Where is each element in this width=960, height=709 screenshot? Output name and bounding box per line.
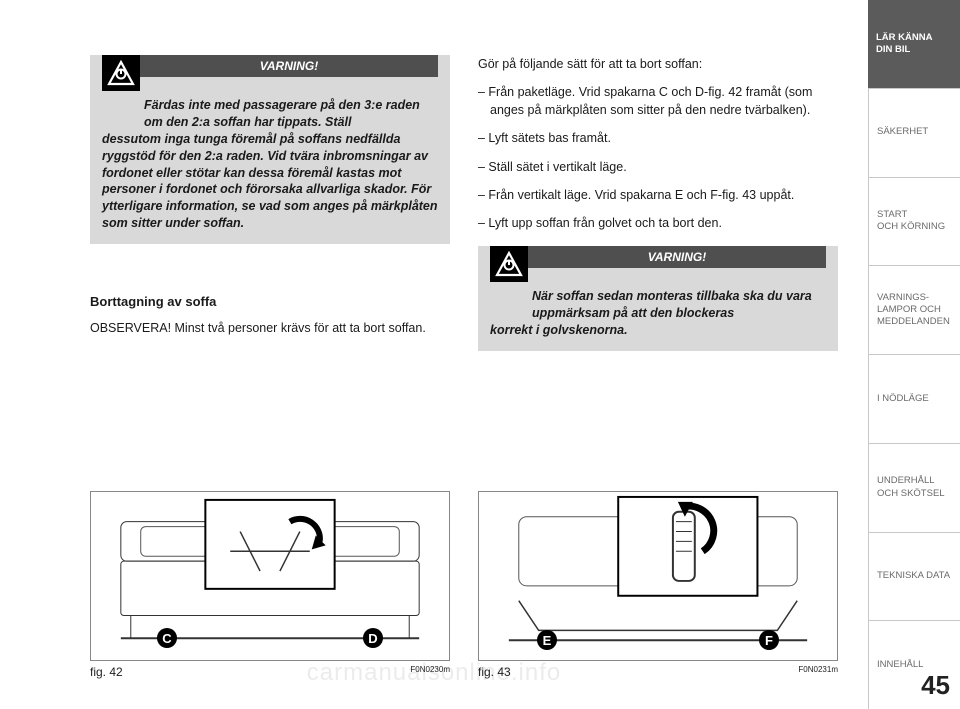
figure-42: C D fig. 42 F0N0230m	[90, 491, 450, 679]
warning-title: VARNING!	[140, 55, 438, 77]
fig-label: fig. 42	[90, 665, 123, 679]
left-column: VARNING! Färdas inte med passagerare på …	[90, 55, 450, 371]
tab-tekniska[interactable]: TEKNISKA DATA	[868, 533, 960, 622]
tab-underhall[interactable]: UNDERHÅLL OCH SKÖTSEL	[868, 444, 960, 533]
warning-text-left: Färdas inte med passagerare på den 3:e r…	[102, 77, 438, 232]
fig-code: F0N0230m	[410, 665, 450, 679]
list-item: – Lyft sätets bas framåt.	[478, 129, 838, 147]
warning-icon	[490, 246, 528, 282]
figure-43-image: E F	[478, 491, 838, 661]
page-content: VARNING! Färdas inte med passagerare på …	[0, 0, 868, 709]
label-e: E	[537, 630, 557, 650]
warning-box-left: VARNING! Färdas inte med passagerare på …	[90, 55, 450, 244]
tab-varnings[interactable]: VARNINGS- LAMPOR OCH MEDDELANDEN	[868, 266, 960, 355]
figures-row: C D fig. 42 F0N0230m	[90, 491, 838, 679]
body-text: OBSERVERA! Minst två personer krävs för …	[90, 319, 450, 337]
page-number: 45	[921, 670, 950, 701]
label-d: D	[363, 628, 383, 648]
section-title: Borttagning av soffa	[90, 294, 450, 309]
list-item: – Från paketläge. Vrid spakarna C och D-…	[478, 83, 838, 119]
tab-start[interactable]: START OCH KÖRNING	[868, 178, 960, 267]
list-item: – Ställ sätet i vertikalt läge.	[478, 158, 838, 176]
tab-sakerhet[interactable]: SÄKERHET	[868, 89, 960, 178]
warning-icon	[102, 55, 140, 91]
figure-43: E F fig. 43 F0N0231m	[478, 491, 838, 679]
fig-code: F0N0231m	[798, 665, 838, 679]
list-item: – Lyft upp soffan från golvet och ta bor…	[478, 214, 838, 232]
warning-box-right: VARNING! När soffan sedan monteras tillb…	[478, 246, 838, 351]
tab-lar-kanna[interactable]: LÄR KÄNNA DIN BIL	[868, 0, 960, 89]
sidebar-tabs: LÄR KÄNNA DIN BIL SÄKERHET START OCH KÖR…	[868, 0, 960, 709]
fig-label: fig. 43	[478, 665, 511, 679]
intro-text: Gör på följande sätt för att ta bort sof…	[478, 55, 838, 73]
warning-text-right: När soffan sedan monteras tillbaka ska d…	[490, 268, 826, 339]
label-f: F	[759, 630, 779, 650]
label-c: C	[157, 628, 177, 648]
warning-title: VARNING!	[528, 246, 826, 268]
figure-42-image: C D	[90, 491, 450, 661]
list-item: – Från vertikalt läge. Vrid spakarna E o…	[478, 186, 838, 204]
right-column: Gör på följande sätt för att ta bort sof…	[478, 55, 838, 371]
tab-nodlage[interactable]: I NÖDLÄGE	[868, 355, 960, 444]
